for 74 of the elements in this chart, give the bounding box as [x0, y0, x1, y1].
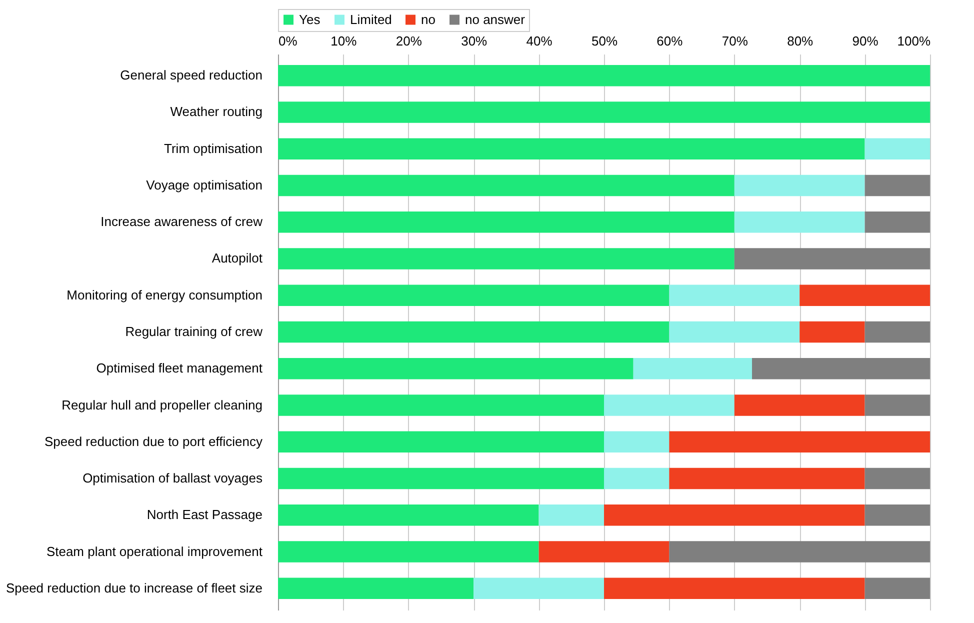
y-tick-label: Voyage optimisation [146, 177, 262, 192]
bar [278, 394, 604, 416]
bar [604, 431, 670, 453]
bar [633, 358, 752, 380]
legend-label: no answer [465, 12, 526, 27]
x-tick-label: 30% [461, 34, 488, 48]
bar [669, 321, 800, 343]
bar [604, 578, 865, 600]
x-tick-label: 20% [396, 34, 422, 48]
bar [278, 64, 930, 86]
y-tick-label: General speed reduction [120, 68, 262, 83]
bar [604, 504, 865, 526]
y-tick-label: Increase awareness of crew [100, 214, 264, 230]
bar [538, 504, 604, 526]
bar [278, 358, 634, 380]
bar [278, 541, 539, 562]
bar [278, 431, 604, 453]
y-tick-label: Weather routing [170, 104, 262, 120]
x-tick-label: 10% [330, 34, 358, 48]
x-tick-label: 80% [787, 34, 814, 48]
y-tick-label: Autopilot [212, 250, 263, 266]
bar [864, 321, 930, 343]
bar [669, 468, 865, 490]
bar [278, 248, 734, 270]
legend-label: Yes [299, 12, 321, 27]
y-tick-label: North East Passage [146, 507, 262, 522]
y-tick-label: Optimisation of ballast voyages [82, 470, 263, 486]
bar [734, 174, 865, 196]
y-tick-label: Speed reduction due to port efficiency [44, 434, 263, 449]
x-tick-label: 50% [591, 34, 618, 48]
bar [474, 578, 604, 600]
y-tick-label: Regular training of crew [125, 324, 264, 339]
bar [752, 358, 930, 380]
x-tick-label: 0% [278, 34, 298, 48]
x-tick-label: 100% [897, 34, 931, 48]
bar [864, 504, 930, 526]
bar [278, 321, 670, 343]
bar [278, 138, 865, 160]
bar [278, 102, 930, 123]
bar [864, 211, 930, 233]
bar [800, 284, 930, 306]
bar [734, 394, 865, 416]
bar [864, 174, 930, 196]
bar [604, 468, 670, 490]
bar [734, 248, 930, 270]
bar [278, 468, 604, 490]
bar [278, 211, 734, 233]
bar [800, 321, 865, 343]
x-tick-label: 70% [722, 34, 748, 48]
bar [604, 394, 734, 416]
x-tick-label: 60% [656, 34, 684, 48]
bar [864, 138, 930, 160]
y-tick-label: Trim optimisation [164, 140, 262, 156]
x-tick-label: 40% [526, 34, 553, 48]
y-tick-label: Speed reduction due to increase of fleet size [6, 580, 262, 596]
bar [538, 541, 670, 562]
bar [864, 468, 930, 490]
bar [669, 431, 930, 453]
y-tick-label: Monitoring of energy consumption [66, 287, 262, 302]
bar [864, 394, 930, 416]
y-tick-label: Regular hull and propeller cleaning [62, 397, 262, 412]
y-tick-label: Steam plant operational improvement [46, 544, 263, 559]
bar [278, 578, 474, 600]
x-tick-label: 90% [852, 34, 879, 48]
legend-label: Limited [350, 12, 392, 27]
legend-label: no [421, 12, 436, 27]
bar [278, 284, 670, 306]
bar [734, 211, 865, 233]
y-tick-label: Optimised fleet management [96, 360, 263, 376]
bar [864, 578, 930, 600]
bar [669, 284, 800, 306]
bar [278, 504, 539, 526]
bar [669, 541, 930, 562]
bar [278, 174, 734, 196]
